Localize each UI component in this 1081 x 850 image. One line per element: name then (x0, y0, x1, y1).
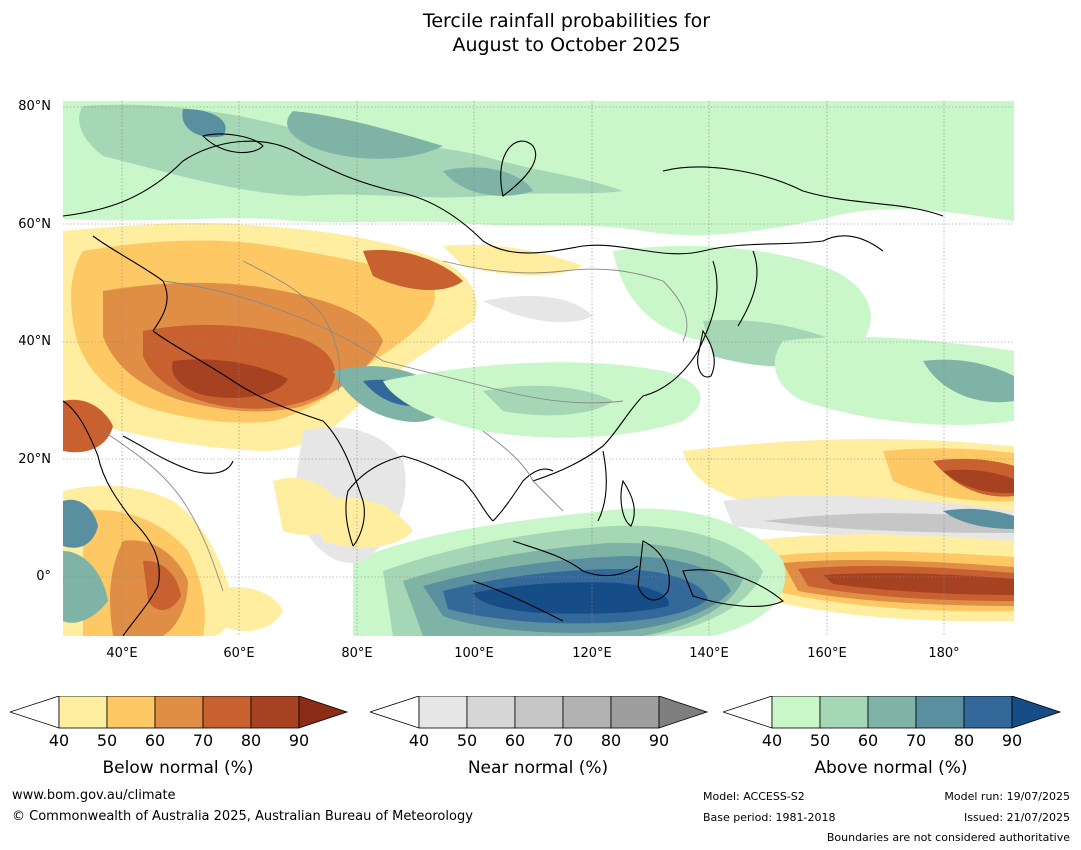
lon-label-100e: 100°E (454, 646, 494, 661)
colorbar-above-bin-5 (963, 696, 1013, 729)
colorbar-above-min-arrow (723, 696, 773, 729)
lon-label-40e: 40°E (106, 646, 138, 661)
colorbar-below-tick-40: 40 (49, 731, 69, 748)
colorbar-near-tick-70: 70 (553, 731, 573, 748)
colorbar-below-tick-70: 70 (193, 731, 213, 748)
lon-label-160e: 160°E (807, 646, 847, 661)
rainfall-probability-map (63, 101, 1014, 636)
footer-issued: Issued: 21/07/2025 (963, 811, 1070, 824)
colorbar-above-tick-70: 70 (906, 731, 926, 748)
lon-label-120e: 120°E (572, 646, 612, 661)
lat-label-40n: 40°N (18, 334, 51, 349)
colorbar-above-title: Above normal (%) (814, 758, 968, 778)
lat-label-20n: 20°N (18, 452, 51, 467)
colorbar-below-max-arrow (298, 696, 349, 729)
colorbar-below-bin-2 (106, 696, 156, 729)
colorbar-above-bin-2 (819, 696, 869, 729)
colorbar-below-tick-80: 80 (241, 731, 261, 748)
colorbar-below-bin-3 (154, 696, 204, 729)
colorbar-near-tick-50: 50 (457, 731, 477, 748)
footer-base-period: Base period: 1981-2018 (703, 811, 836, 824)
colorbar-near-tick-40: 40 (409, 731, 429, 748)
colorbar-above-tick-80: 80 (954, 731, 974, 748)
colorbar-below-bin-1 (58, 696, 108, 729)
colorbar-above-bin-4 (915, 696, 965, 729)
lon-label-60e: 60°E (223, 646, 255, 661)
country-boundaries (102, 260, 688, 592)
colorbar-near-bin-1 (418, 696, 468, 729)
colorbar-below-normal: 40 50 60 70 80 90 (10, 696, 349, 748)
colorbar-below-bin-4 (202, 696, 252, 729)
title-line-1: Tercile rainfall probabilities for (422, 10, 711, 32)
colorbar-above-tick-50: 50 (810, 731, 830, 748)
colorbar-near-tick-90: 90 (649, 731, 669, 748)
coastlines (63, 133, 944, 636)
colorbar-near-tick-80: 80 (601, 731, 621, 748)
lon-label-180: 180° (928, 646, 960, 661)
colorbar-above-max-arrow (1011, 696, 1062, 729)
colorbar-near-bin-3 (514, 696, 564, 729)
colorbar-above-bin-3 (867, 696, 917, 729)
colorbar-above-bin-1 (771, 696, 821, 729)
colorbar-near-max-arrow (658, 696, 709, 729)
lat-label-80n: 80°N (18, 99, 51, 114)
colorbar-above-tick-60: 60 (858, 731, 878, 748)
colorbar-below-tick-90: 90 (289, 731, 309, 748)
colorbar-near-bin-2 (466, 696, 516, 729)
colorbar-below-tick-50: 50 (97, 731, 117, 748)
colorbar-below-title: Below normal (%) (102, 758, 254, 778)
colorbar-above-normal: 40 50 60 70 80 90 (723, 696, 1062, 748)
graticule (63, 101, 1014, 636)
colorbar-near-tick-60: 60 (505, 731, 525, 748)
lat-label-60n: 60°N (18, 217, 51, 232)
footer-url: www.bom.gov.au/climate (12, 788, 176, 803)
region-above-arctic-deep (287, 111, 443, 159)
colorbar-near-bin-5 (610, 696, 660, 729)
lon-label-80e: 80°E (341, 646, 373, 661)
footer-model-run: Model run: 19/07/2025 (944, 790, 1070, 803)
footer-copyright: © Commonwealth of Australia 2025, Austra… (12, 809, 473, 824)
footer-disclaimer: Boundaries are not considered authoritat… (826, 831, 1070, 844)
title-line-2: August to October 2025 (452, 34, 681, 56)
colorbar-below-bin-5 (250, 696, 300, 729)
lon-label-140e: 140°E (689, 646, 729, 661)
colorbar-below-tick-60: 60 (145, 731, 165, 748)
colorbar-near-normal: 40 50 60 70 80 90 (370, 696, 709, 748)
colorbar-below-min-arrow (10, 696, 60, 729)
lat-label-0: 0° (36, 569, 51, 584)
footer-model: Model: ACCESS-S2 (703, 790, 805, 803)
colorbar-above-tick-40: 40 (762, 731, 782, 748)
colorbar-above-tick-90: 90 (1002, 731, 1022, 748)
colorbar-near-title: Near normal (%) (467, 758, 609, 778)
map-title: Tercile rainfall probabilities for Augus… (0, 9, 1081, 57)
colorbar-near-bin-4 (562, 696, 612, 729)
colorbar-near-min-arrow (370, 696, 420, 729)
